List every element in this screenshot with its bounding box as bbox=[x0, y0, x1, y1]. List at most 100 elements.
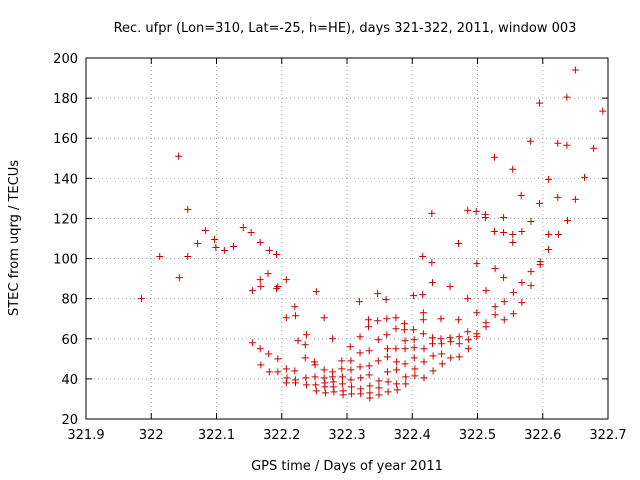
x-tick-label: 322.2 bbox=[263, 428, 300, 443]
data-point-marker bbox=[482, 287, 490, 295]
data-point-marker bbox=[455, 333, 463, 341]
data-point-marker bbox=[455, 340, 463, 348]
data-point-marker bbox=[374, 336, 382, 344]
data-point-marker bbox=[282, 276, 290, 284]
data-point-marker bbox=[257, 361, 265, 369]
data-point-marker bbox=[256, 239, 264, 247]
data-point-marker bbox=[311, 361, 319, 369]
data-point-marker bbox=[428, 340, 436, 348]
data-point-marker bbox=[201, 226, 209, 234]
data-point-marker bbox=[447, 354, 455, 362]
x-tick-label: 321.9 bbox=[67, 428, 104, 443]
x-tick-label: 322.5 bbox=[459, 428, 496, 443]
data-point-marker bbox=[393, 366, 401, 374]
data-point-marker bbox=[491, 303, 499, 311]
x-tick-labels: 321.9 322 322.1 322.2 322.3 322.4 322.5 322.6 32… bbox=[67, 428, 626, 443]
data-point-marker bbox=[301, 341, 309, 349]
data-point-marker bbox=[455, 316, 463, 324]
data-point-marker bbox=[265, 368, 273, 376]
data-point-marker bbox=[321, 383, 329, 391]
data-point-marker bbox=[411, 365, 419, 373]
data-point-marker bbox=[500, 228, 508, 236]
data-point-marker bbox=[401, 337, 409, 345]
data-point-marker bbox=[302, 374, 310, 382]
data-point-marker bbox=[357, 374, 365, 382]
data-point-marker bbox=[472, 207, 480, 215]
data-point-marker bbox=[545, 246, 553, 254]
data-point-marker bbox=[419, 253, 427, 261]
data-point-marker bbox=[392, 314, 400, 322]
data-point-marker bbox=[347, 376, 355, 384]
data-point-marker bbox=[156, 253, 164, 261]
data-point-marker bbox=[356, 363, 364, 371]
data-point-marker bbox=[401, 360, 409, 368]
data-point-marker bbox=[338, 357, 346, 365]
data-point-marker bbox=[411, 372, 419, 380]
y-tick-label: 60 bbox=[61, 333, 78, 348]
data-point-marker bbox=[366, 394, 374, 402]
data-point-marker bbox=[338, 365, 346, 373]
data-point-marker bbox=[473, 260, 481, 268]
x-tick-label: 322.4 bbox=[394, 428, 431, 443]
data-point-marker bbox=[383, 345, 391, 353]
data-point-marker bbox=[248, 339, 256, 347]
y-axis-label: STEC from uqrg / TECUs bbox=[7, 160, 22, 316]
data-point-marker bbox=[393, 386, 401, 394]
data-point-marker bbox=[375, 391, 383, 399]
data-point-marker bbox=[509, 165, 517, 173]
data-point-marker bbox=[291, 367, 299, 375]
data-point-marker bbox=[184, 205, 192, 213]
data-point-marker bbox=[357, 390, 365, 398]
data-point-marker bbox=[273, 251, 281, 259]
data-point-marker bbox=[330, 388, 338, 396]
data-point-marker bbox=[438, 360, 446, 368]
data-point-marker bbox=[410, 344, 418, 352]
y-tick-label: 100 bbox=[53, 253, 78, 268]
data-point-marker bbox=[400, 320, 408, 328]
data-point-marker bbox=[428, 334, 436, 342]
data-point-marker bbox=[527, 268, 535, 276]
y-tick-label: 120 bbox=[53, 212, 78, 227]
y-tick-label: 200 bbox=[53, 52, 78, 67]
plot-frame bbox=[85, 57, 609, 420]
data-point-marker bbox=[393, 380, 401, 388]
x-tick-label: 322.3 bbox=[328, 428, 365, 443]
data-point-marker bbox=[429, 367, 437, 375]
data-point-marker bbox=[438, 350, 446, 358]
data-point-marker bbox=[211, 236, 219, 244]
data-point-marker bbox=[383, 315, 391, 323]
data-point-marker bbox=[517, 191, 525, 199]
data-point-marker bbox=[464, 328, 472, 336]
data-point-marker bbox=[365, 323, 373, 331]
data-point-marker bbox=[383, 368, 391, 376]
data-point-marker bbox=[437, 315, 445, 323]
data-point-marker bbox=[355, 298, 363, 306]
data-point-marker bbox=[518, 299, 526, 307]
x-axis-label: GPS time / Days of year 2011 bbox=[251, 459, 443, 474]
data-point-marker bbox=[438, 340, 446, 348]
data-point-marker bbox=[257, 283, 265, 291]
data-point-marker bbox=[339, 391, 347, 399]
data-point-marker bbox=[490, 227, 498, 235]
data-point-marker bbox=[312, 381, 320, 389]
data-point-marker bbox=[500, 274, 508, 282]
data-point-marker bbox=[554, 193, 562, 201]
data-point-marker bbox=[365, 316, 373, 324]
data-point-marker bbox=[482, 323, 490, 331]
data-point-marker bbox=[356, 349, 364, 357]
data-point-marker bbox=[571, 66, 579, 74]
x-tick-label: 322.7 bbox=[589, 428, 626, 443]
data-point-marker bbox=[382, 296, 390, 304]
data-point-marker bbox=[509, 230, 517, 238]
data-point-marker bbox=[446, 283, 454, 291]
x-tick-label: 322.1 bbox=[198, 428, 235, 443]
data-point-marker bbox=[428, 209, 436, 217]
data-point-marker bbox=[175, 274, 183, 282]
data-point-marker bbox=[500, 213, 508, 221]
data-point-marker bbox=[402, 380, 410, 388]
y-tick-label: 160 bbox=[53, 132, 78, 147]
data-point-marker bbox=[291, 379, 299, 387]
data-point-marker bbox=[212, 244, 220, 252]
chart-title: Rec. ufpr (Lon=310, Lat=-25, h=HE), days… bbox=[114, 21, 577, 36]
data-point-marker bbox=[383, 353, 391, 361]
